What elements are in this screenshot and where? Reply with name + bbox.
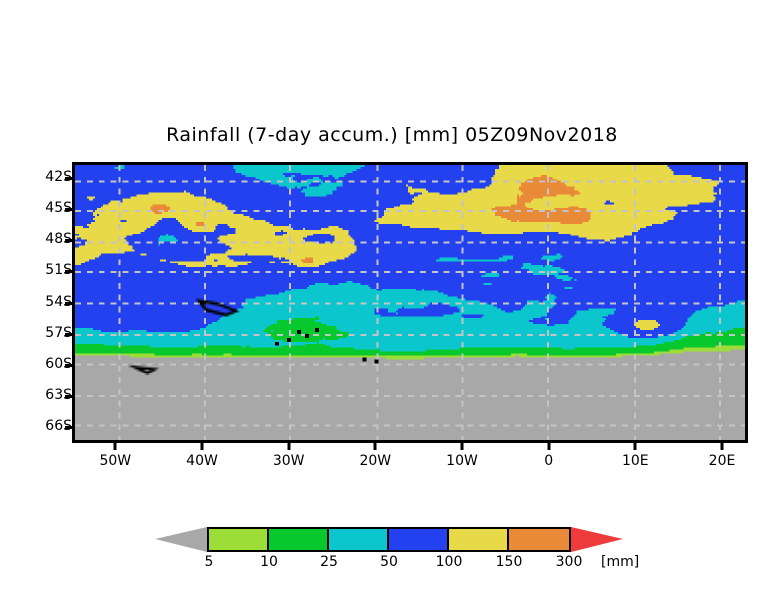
colorbar-legend: [mm] 5 10 25 50 100 150 300 xyxy=(155,520,655,578)
colorbar-tick-label: 50 xyxy=(380,554,398,570)
colorbar-tick-label: 300 xyxy=(555,554,583,570)
x-tick-label: 40W xyxy=(186,453,218,469)
x-tick-mark xyxy=(113,443,117,450)
x-tick-label: 0 xyxy=(544,453,554,469)
colorbar-segment xyxy=(209,529,269,550)
colorbar-segment xyxy=(509,529,569,550)
y-tick-label: 42S xyxy=(45,168,72,185)
y-tick-mark xyxy=(65,301,72,305)
colorbar-segment xyxy=(389,529,449,550)
x-tick-label: 20W xyxy=(359,453,392,469)
y-tick-label: 63S xyxy=(45,387,72,404)
y-tick-mark xyxy=(65,176,72,180)
colorbar-high-arrow xyxy=(571,527,623,552)
y-tick-label: 51S xyxy=(45,262,72,279)
x-axis: 50W 40W 30W 20W 10W 0 10E 20E xyxy=(72,443,748,475)
y-tick-mark xyxy=(65,395,72,399)
x-tick-mark xyxy=(633,443,637,450)
x-tick-label: 10E xyxy=(621,453,649,469)
y-axis: 42S 45S 48S 51S 54S 57S 60S 63S 66S xyxy=(30,162,72,443)
y-tick-mark xyxy=(65,426,72,430)
y-tick-label: 48S xyxy=(45,231,72,248)
chart-title: Rainfall (7-day accum.) [mm] 05Z09Nov201… xyxy=(166,124,618,146)
x-tick-label: 30W xyxy=(272,453,305,469)
x-tick-label: 50W xyxy=(99,453,132,469)
colorbar-bands xyxy=(207,527,571,552)
colorbar-tick-label: 25 xyxy=(320,554,338,570)
map-plot-area xyxy=(72,162,748,443)
y-tick-label: 57S xyxy=(45,324,72,341)
y-tick-mark xyxy=(65,239,72,243)
rainfall-raster xyxy=(75,165,745,440)
y-tick-mark xyxy=(65,207,72,211)
y-tick-label: 54S xyxy=(45,293,72,310)
x-tick-mark xyxy=(460,443,464,450)
colorbar-segment xyxy=(329,529,389,550)
y-tick-label: 45S xyxy=(45,199,72,216)
x-tick-mark xyxy=(547,443,551,450)
colorbar-tick-label: 5 xyxy=(204,554,214,570)
y-tick-mark xyxy=(65,270,72,274)
x-tick-label: 10W xyxy=(446,453,478,469)
y-tick-label: 60S xyxy=(45,355,72,372)
colorbar-low-arrow xyxy=(155,527,207,552)
colorbar-segment xyxy=(449,529,509,550)
x-tick-mark xyxy=(373,443,377,450)
colorbar-unit-label: [mm] xyxy=(601,554,640,570)
y-tick-label: 66S xyxy=(45,418,72,435)
x-tick-mark xyxy=(200,443,204,450)
colorbar-tick-label: 10 xyxy=(260,554,278,570)
colorbar-tick-label: 100 xyxy=(435,554,463,570)
x-tick-label: 20E xyxy=(708,453,736,469)
colorbar-segment xyxy=(269,529,329,550)
x-tick-mark xyxy=(720,443,724,450)
y-tick-mark xyxy=(65,363,72,367)
colorbar-tick-label: 150 xyxy=(495,554,523,570)
y-tick-mark xyxy=(65,332,72,336)
x-tick-mark xyxy=(287,443,291,450)
